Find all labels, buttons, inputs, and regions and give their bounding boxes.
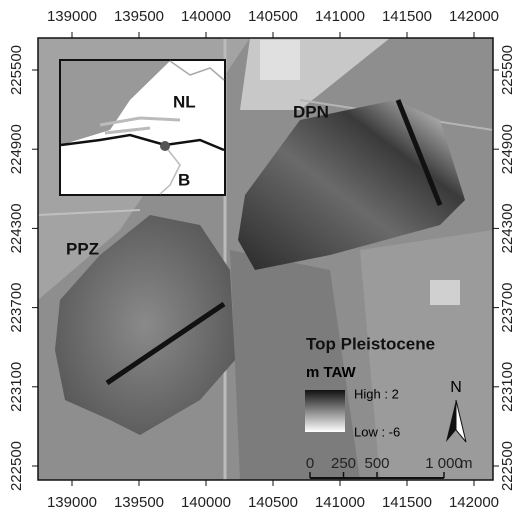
inset-map — [60, 60, 225, 195]
y-tick-label: 222500 — [8, 441, 25, 491]
y-tick-label: 223700 — [8, 283, 25, 333]
site-label: PPZ — [66, 239, 99, 258]
x-tick-label: 140500 — [248, 494, 298, 511]
site-label: DPN — [293, 102, 329, 121]
legend-high: High : 2 — [354, 386, 399, 401]
y-tick-label: 223100 — [8, 362, 25, 412]
x-tick-label: 141500 — [382, 8, 432, 25]
y-tick-label: 224300 — [8, 203, 25, 253]
y-tick-label: 222500 — [499, 441, 516, 491]
x-tick-label: 141000 — [315, 8, 365, 25]
x-tick-label: 139500 — [114, 494, 164, 511]
legend-low: Low : -6 — [354, 424, 400, 439]
x-tick-label: 140500 — [248, 8, 298, 25]
x-tick-label: 139500 — [114, 8, 164, 25]
y-tick-label: 223100 — [499, 362, 516, 412]
legend-unit: m TAW — [306, 364, 357, 381]
x-tick-label: 142000 — [449, 494, 499, 511]
x-tick-label: 142000 — [449, 8, 499, 25]
inset-label: NL — [173, 92, 196, 111]
scale-label: 250 — [331, 455, 356, 472]
y-tick-label: 225500 — [499, 45, 516, 95]
x-tick-label: 139000 — [47, 494, 97, 511]
scale-label: 0 — [306, 455, 314, 472]
north-label: N — [450, 379, 462, 396]
legend-title: Top Pleistocene — [306, 334, 435, 353]
legend-ramp — [305, 390, 345, 432]
x-tick-label: 140000 — [181, 8, 231, 25]
x-tick-label: 141500 — [382, 494, 432, 511]
scale-label: 500 — [364, 455, 389, 472]
scale-label: 1 000 — [425, 455, 463, 472]
x-tick-label: 140000 — [181, 494, 231, 511]
y-tick-label: 225500 — [8, 45, 25, 95]
y-tick-label: 223700 — [499, 283, 516, 333]
y-tick-label: 224900 — [499, 124, 516, 174]
y-tick-label: 224300 — [499, 203, 516, 253]
inset-label: B — [178, 170, 190, 189]
x-tick-label: 141000 — [315, 494, 365, 511]
scale-unit: m — [460, 455, 473, 472]
map: NL B DPN PPZ Top Pleistocene m TAW High … — [0, 0, 520, 523]
y-tick-label: 224900 — [8, 124, 25, 174]
x-tick-label: 139000 — [47, 8, 97, 25]
